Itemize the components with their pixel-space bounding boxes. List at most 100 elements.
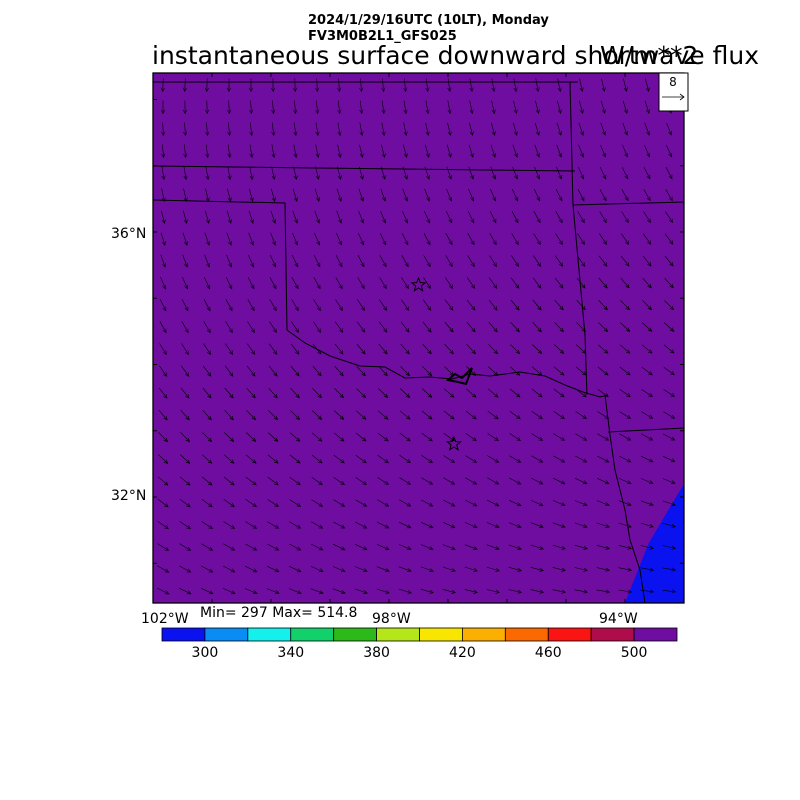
- wind-arrow: [574, 544, 588, 550]
- wind-arrow: [467, 277, 476, 289]
- wind-arrow: [420, 566, 434, 572]
- vector-reference-label: 8: [669, 75, 677, 89]
- wind-arrow: [662, 545, 676, 550]
- wind-arrow: [421, 455, 433, 463]
- wind-arrow: [356, 388, 367, 399]
- wind-arrow: [333, 454, 345, 464]
- wind-arrow: [420, 588, 434, 594]
- wind-arrow: [641, 366, 653, 376]
- wind-arrow: [293, 166, 298, 180]
- wind-arrow: [377, 454, 389, 464]
- wind-arrow: [445, 210, 453, 224]
- wind-arrow: [662, 478, 676, 484]
- wind-arrow: [510, 321, 520, 333]
- colorbar-tick-label: 300: [192, 645, 219, 661]
- wind-arrow: [531, 433, 544, 441]
- wind-arrow: [160, 276, 166, 290]
- wind-arrow: [181, 343, 189, 356]
- wind-arrow: [249, 166, 254, 181]
- wind-arrow: [533, 233, 541, 246]
- wind-arrow: [512, 188, 519, 202]
- wind-arrow: [464, 522, 478, 528]
- wind-arrow: [665, 189, 673, 202]
- wind-arrow: [226, 78, 231, 93]
- wind-arrow: [223, 498, 235, 508]
- wind-arrow: [465, 499, 478, 507]
- wind-arrow: [619, 433, 632, 441]
- wind-arrow: [666, 122, 672, 136]
- chart-title: instantaneous surface downward shortwave…: [152, 41, 759, 70]
- wind-arrow: [202, 409, 212, 421]
- colorbar-swatch: [290, 627, 335, 642]
- wind-arrow: [487, 433, 499, 441]
- wind-arrow: [179, 498, 191, 508]
- wind-arrow: [223, 565, 236, 573]
- wind-arrow: [662, 500, 676, 506]
- wind-arrow: [444, 321, 454, 333]
- wind-arrow: [249, 188, 254, 202]
- wind-arrow: [598, 255, 608, 267]
- wind-arrow: [181, 299, 189, 312]
- wind-arrow: [288, 588, 302, 594]
- wind-arrow: [248, 210, 254, 224]
- wind-arrow: [335, 299, 343, 312]
- wind-arrow: [400, 366, 410, 377]
- wind-arrow: [157, 521, 169, 530]
- wind-arrow: [333, 499, 346, 507]
- colorbar: 300 340 380 420 460 500: [161, 627, 678, 661]
- wind-arrow: [183, 188, 188, 203]
- wind-arrow: [354, 544, 368, 551]
- wind-arrow: [403, 122, 408, 137]
- wind-arrow: [598, 299, 608, 311]
- wind-arrow: [271, 144, 276, 159]
- wind-arrow: [574, 500, 588, 506]
- wind-arrow: [422, 343, 432, 355]
- wind-arrow: [640, 478, 654, 484]
- wind-arrow: [466, 344, 476, 355]
- wind-arrow: [575, 411, 587, 419]
- wind-arrow: [332, 566, 346, 572]
- wind-arrow: [245, 454, 257, 464]
- state-border-oklahoma-texas: [153, 199, 609, 398]
- colorbar-swatch: [504, 627, 549, 642]
- wind-arrow: [490, 188, 497, 202]
- wind-arrow: [574, 567, 588, 572]
- wind-arrow: [619, 389, 631, 398]
- wind-arrow: [333, 432, 345, 442]
- wind-arrow: [248, 232, 254, 246]
- min-max-stats: Min= 297 Max= 514.8: [200, 605, 358, 621]
- wind-arrow: [315, 100, 320, 115]
- wind-arrow: [425, 100, 430, 115]
- wind-arrow: [180, 387, 190, 399]
- wind-arrow: [579, 78, 584, 92]
- wind-arrow: [491, 78, 496, 93]
- wind-arrow: [311, 477, 323, 486]
- wind-arrow: [642, 277, 652, 289]
- wind-arrow: [381, 100, 386, 115]
- wind-arrow: [269, 277, 277, 290]
- wind-arrow: [486, 589, 500, 594]
- wind-arrow: [663, 366, 675, 376]
- wind-arrow: [509, 477, 522, 485]
- wind-arrow: [182, 254, 188, 268]
- wind-arrow: [641, 411, 654, 419]
- wind-arrow: [335, 277, 343, 290]
- wind-arrow: [510, 344, 521, 355]
- colorbar-swatch: [590, 627, 635, 642]
- wind-arrow: [310, 566, 324, 572]
- wind-arrow: [663, 389, 675, 397]
- wind-arrow: [289, 454, 301, 464]
- wind-arrow: [447, 122, 452, 136]
- wind-arrow: [574, 478, 588, 485]
- wind-arrow: [640, 567, 655, 572]
- wind-arrow: [245, 499, 257, 508]
- wind-arrow: [271, 78, 276, 93]
- wind-arrow: [577, 211, 585, 224]
- wind-arrow: [355, 499, 368, 507]
- wind-arrow: [442, 589, 456, 594]
- wind-arrow: [552, 477, 566, 485]
- wind-arrow: [442, 566, 456, 572]
- wind-arrow: [598, 277, 608, 289]
- wind-arrow: [249, 122, 254, 137]
- wind-arrow: [201, 521, 213, 529]
